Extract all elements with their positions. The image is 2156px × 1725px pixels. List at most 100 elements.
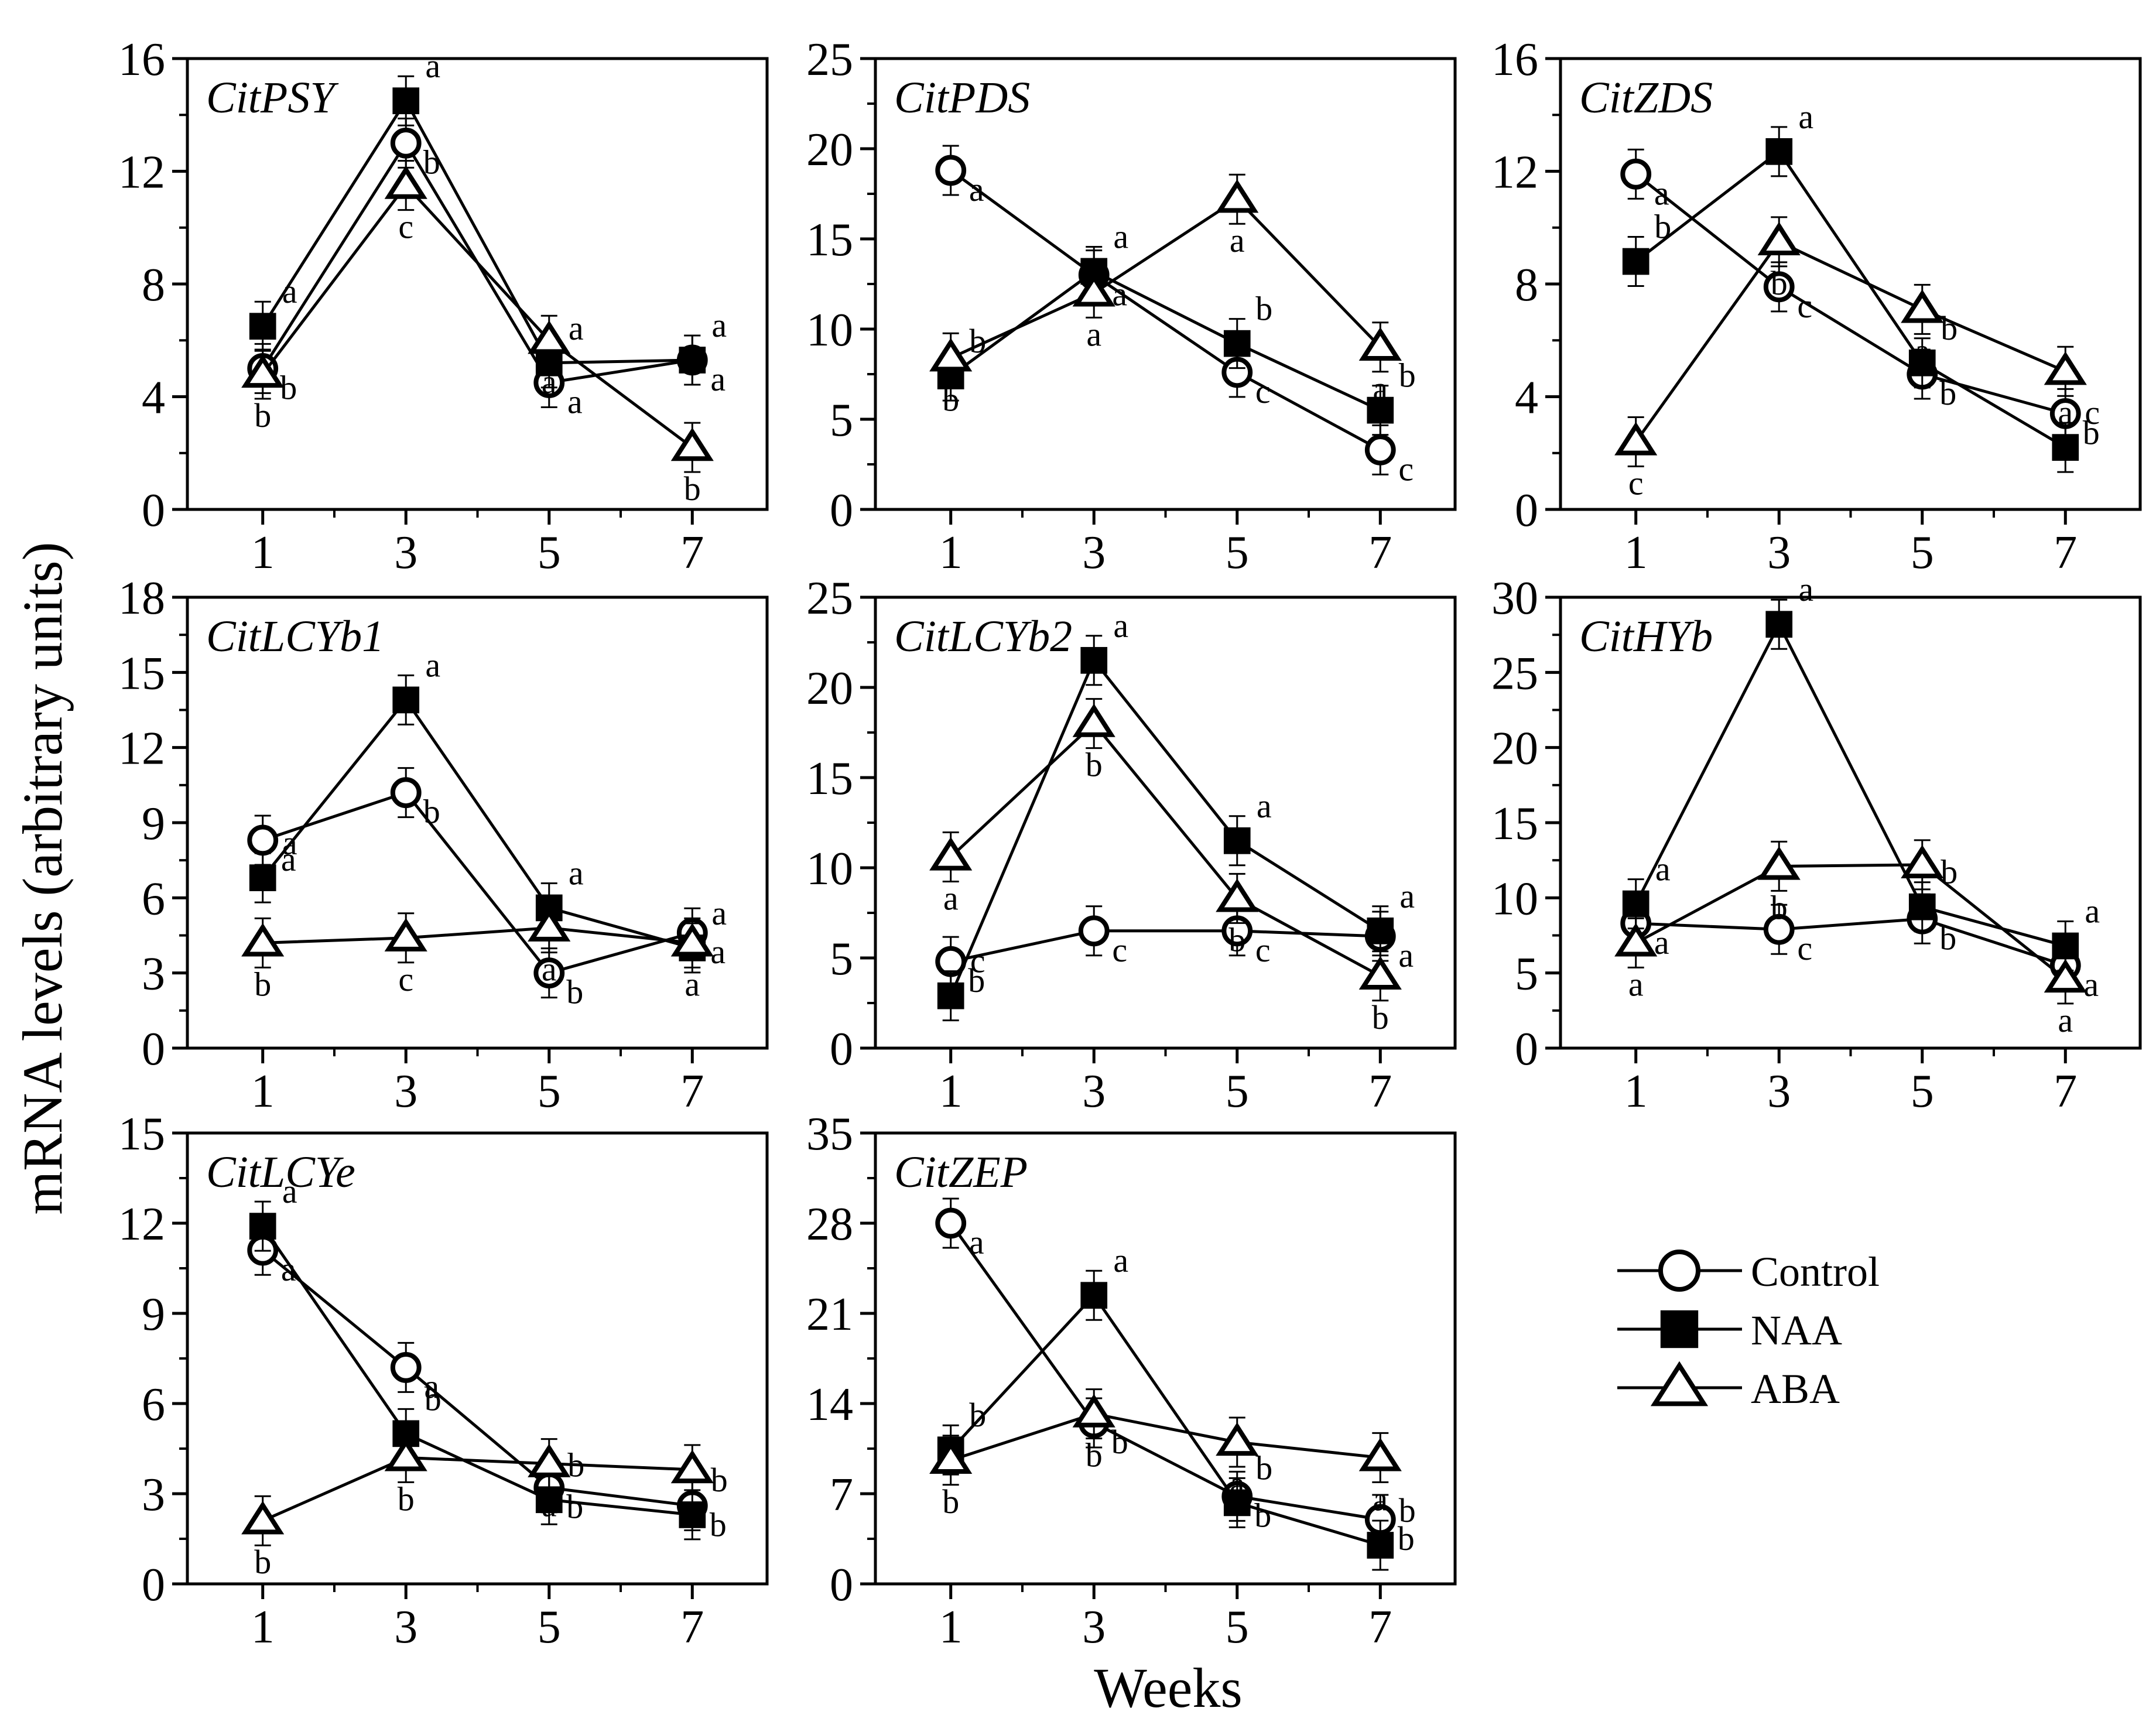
x-tick-label: 1 [939, 1066, 963, 1117]
y-tick-label: 21 [806, 1289, 853, 1340]
data-point-aba [384, 1438, 427, 1471]
data-point-naa [1765, 611, 1793, 638]
significance-letter: b [711, 1461, 728, 1499]
significance-letter: c [1255, 372, 1271, 410]
significance-letter: a [2058, 1001, 2073, 1039]
series-line-naa [1635, 149, 2066, 449]
data-point-control [390, 127, 422, 159]
significance-letter: a [1086, 315, 1101, 353]
y-tick-label: 6 [142, 873, 165, 925]
data-point-naa [392, 686, 420, 714]
data-point-aba [384, 165, 427, 199]
significance-letter: a [943, 879, 959, 918]
significance-letter: a [569, 309, 584, 347]
significance-letter: b [1111, 1423, 1128, 1461]
significance-letter: b [1941, 309, 1957, 347]
significance-letter: a [1398, 936, 1414, 974]
data-point-naa [1223, 330, 1251, 357]
x-tick-label: 7 [1368, 1066, 1392, 1117]
x-tick-label: 7 [1368, 1601, 1392, 1653]
significance-letter: b [425, 1380, 442, 1418]
data-point-naa [1622, 890, 1649, 918]
y-tick-label: 8 [1515, 259, 1538, 311]
significance-letter: a [1628, 965, 1644, 1003]
series-line-aba [949, 721, 1381, 977]
data-point-aba [1614, 422, 1658, 456]
panel-title: CitLCYb2 [894, 612, 1072, 661]
significance-letter: a [1655, 850, 1671, 888]
significance-letter: c [1797, 287, 1812, 325]
data-point-aba [1757, 846, 1801, 880]
y-tick-label: 8 [142, 259, 165, 311]
x-tick-label: 5 [1226, 1601, 1249, 1653]
y-tick-label: 20 [1491, 723, 1538, 775]
data-point-control [247, 824, 279, 856]
data-point-aba [241, 923, 285, 957]
y-tick-label: 3 [142, 1469, 165, 1521]
legend-item-aba: ABA [1617, 1361, 1840, 1412]
data-point-aba [1216, 878, 1259, 912]
y-tick-label: 0 [830, 485, 853, 536]
significance-letter: b [710, 1506, 727, 1544]
data-point-naa [1908, 893, 1936, 920]
data-point-control [1620, 158, 1652, 190]
data-point-naa [679, 347, 706, 374]
legend-marker-control [1658, 1250, 1700, 1292]
data-point-naa [1765, 138, 1793, 165]
y-tick-label: 0 [142, 1559, 165, 1611]
significance-letter: b [969, 322, 986, 360]
y-tick-label: 28 [806, 1199, 853, 1250]
data-point-aba [1901, 289, 1944, 323]
y-tick-label: 4 [142, 372, 165, 424]
significance-letter: a [969, 170, 984, 208]
data-point-naa [1080, 1282, 1108, 1309]
significance-letter: b [1399, 357, 1416, 395]
y-tick-label: 25 [806, 34, 853, 85]
significance-letter: a [711, 894, 727, 932]
series-line-control [1635, 917, 2066, 967]
y-tick-label: 12 [1491, 147, 1538, 198]
y-tick-label: 15 [806, 214, 853, 266]
significance-letter: a [1230, 1464, 1245, 1502]
data-point-naa [1223, 1489, 1251, 1517]
y-tick-label: 7 [830, 1469, 853, 1521]
plot-frame [186, 57, 769, 511]
x-tick-label: 3 [394, 1601, 417, 1653]
y-tick-label: 5 [830, 933, 853, 985]
x-tick-label: 5 [1226, 527, 1249, 579]
series-line-naa [261, 697, 693, 950]
significance-letter: c [970, 942, 985, 980]
legend-item-naa: NAA [1617, 1307, 1842, 1354]
y-tick-label: 16 [118, 34, 165, 85]
x-tick-label: 3 [1767, 527, 1791, 579]
panel-title: CitHYb [1579, 612, 1713, 661]
significance-letter: b [1228, 920, 1245, 959]
panel-title: CitZEP [894, 1148, 1028, 1197]
series-line-aba [262, 1456, 693, 1522]
y-tick-label: 15 [118, 648, 165, 699]
y-tick-label: 0 [830, 1024, 853, 1075]
data-point-naa [249, 864, 276, 891]
x-tick-label: 1 [939, 1601, 963, 1653]
significance-letter: a [282, 272, 297, 310]
y-tick-label: 5 [830, 395, 853, 446]
significance-letter: b [1399, 1491, 1416, 1529]
x-tick-label: 5 [538, 1601, 561, 1653]
legend-label: NAA [1751, 1307, 1842, 1354]
significance-letter: a [1373, 369, 1388, 408]
legend-item-control: Control [1617, 1248, 1880, 1295]
data-point-aba [929, 837, 973, 871]
significance-letter: a [542, 950, 557, 988]
significance-letter: b [1654, 208, 1671, 246]
significance-letter: a [2058, 393, 2073, 432]
data-point-aba [1216, 179, 1259, 213]
series-line-control [262, 1249, 693, 1508]
panel-title: CitPDS [894, 73, 1030, 122]
x-tick-label: 7 [2054, 1066, 2077, 1117]
legend: Control NAA ABA [1617, 1248, 1880, 1412]
data-point-aba [1358, 956, 1402, 990]
data-point-naa [1622, 248, 1649, 275]
data-point-aba [384, 918, 427, 952]
